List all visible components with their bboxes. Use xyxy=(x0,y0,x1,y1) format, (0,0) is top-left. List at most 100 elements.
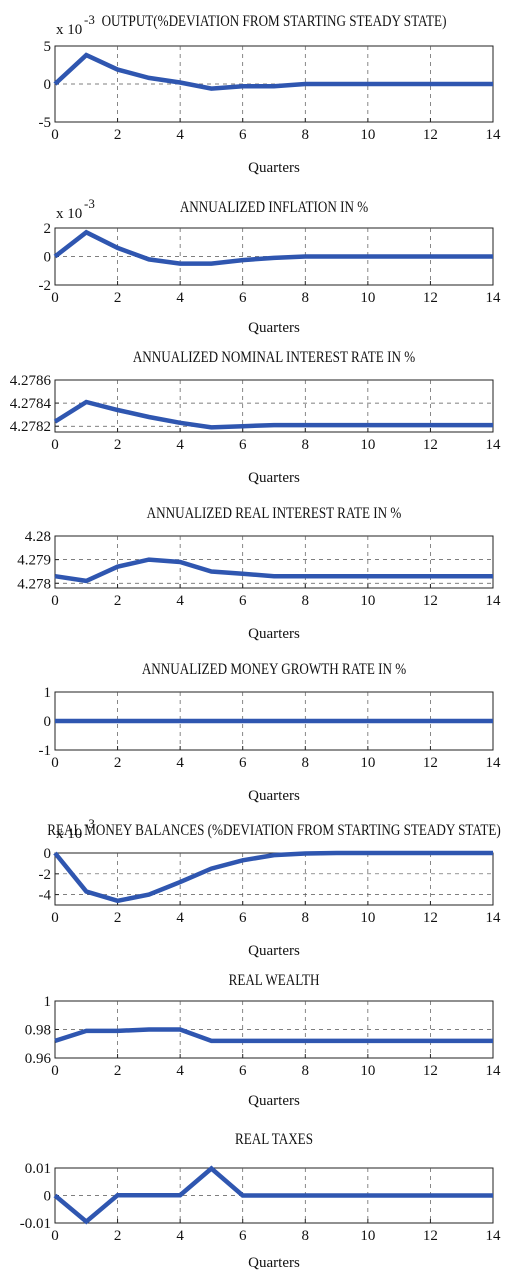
x-tick-label: 10 xyxy=(360,593,375,609)
x-tick-label: 14 xyxy=(486,290,502,306)
x-tick-label: 6 xyxy=(239,910,247,926)
subplot-7: REAL WEALTH 0 2 4 6 8 10 12 14 1 0.98 0.96 Quarters xyxy=(25,972,501,1109)
x-tick-label: 12 xyxy=(423,1228,438,1244)
chart-title: ANNUALIZED INFLATION IN % xyxy=(180,199,368,216)
y-tick-label: 4.2782 xyxy=(10,419,51,435)
chart-title: REAL WEALTH xyxy=(229,972,320,989)
x-tick-label: 2 xyxy=(114,1063,122,1079)
y-tick-label: 5 xyxy=(44,39,52,55)
x-axis-label: Quarters xyxy=(248,1255,300,1271)
plot-frame xyxy=(54,379,494,433)
x-tick-label: 0 xyxy=(51,290,59,306)
y-multiplier: x 10 xyxy=(56,826,82,842)
x-tick-label: 14 xyxy=(486,755,502,771)
x-tick-label: 14 xyxy=(486,1063,502,1079)
x-tick-label: 6 xyxy=(239,755,247,771)
x-tick-label: 12 xyxy=(423,910,438,926)
y-tick-label: 0 xyxy=(44,250,52,266)
x-tick-label: 12 xyxy=(423,437,438,453)
series-line xyxy=(53,229,493,266)
series-line xyxy=(54,1027,493,1044)
x-tick-label: 8 xyxy=(302,755,310,771)
x-tick-label: 8 xyxy=(302,127,310,143)
x-tick-label: 10 xyxy=(360,755,375,771)
subplot-6: REAL MONEY BALANCES (%DEVIATION FROM STA… xyxy=(39,816,502,959)
x-tick-label: 14 xyxy=(486,127,502,143)
y-multiplier-exponent: -3 xyxy=(84,196,95,211)
x-tick-label: 12 xyxy=(423,755,438,771)
x-tick-label: 10 xyxy=(360,437,375,453)
x-axis-label: Quarters xyxy=(248,626,300,642)
x-tick-label: 14 xyxy=(486,1228,502,1244)
y-multiplier: x 10 xyxy=(56,22,82,38)
x-tick-label: 12 xyxy=(423,1063,438,1079)
x-tick-label: 12 xyxy=(423,127,438,143)
chart-title: ANNUALIZED REAL INTEREST RATE IN % xyxy=(147,505,402,522)
y-tick-label: -2 xyxy=(39,867,52,883)
chart-title: ANNUALIZED MONEY GROWTH RATE IN % xyxy=(142,661,406,678)
y-tick-label: 0 xyxy=(44,846,52,862)
subplot-3: ANNUALIZED NOMINAL INTEREST RATE IN % 0 2 4… xyxy=(10,349,501,486)
x-tick-label: 4 xyxy=(176,437,184,453)
x-axis-label: Quarters xyxy=(248,160,300,176)
subplot-5: ANNUALIZED MONEY GROWTH RATE IN % 0 2 4 6 8 10… xyxy=(39,661,502,804)
x-tick-label: 4 xyxy=(176,910,184,926)
y-tick-label: -2 xyxy=(39,278,52,294)
x-tick-label: 14 xyxy=(486,593,502,609)
x-tick-label: 2 xyxy=(114,290,122,306)
x-tick-label: 0 xyxy=(51,910,59,926)
x-tick-label: 4 xyxy=(176,1063,184,1079)
x-tick-label: 2 xyxy=(114,593,122,609)
subplot-2: ANNUALIZED INFLATION IN %0 2 4 6 8 10 12 1420-2… xyxy=(39,196,502,336)
y-tick-label: -4 xyxy=(39,888,52,904)
x-tick-label: 14 xyxy=(486,910,502,926)
y-tick-label: 0.98 xyxy=(25,1023,51,1039)
plot-frame xyxy=(54,852,494,906)
chart-title: ANNUALIZED NOMINAL INTEREST RATE IN % xyxy=(133,349,415,366)
x-tick-label: 4 xyxy=(176,593,184,609)
series-line xyxy=(53,850,493,904)
x-tick-label: 8 xyxy=(302,910,310,926)
x-tick-label: 2 xyxy=(114,755,122,771)
y-tick-label: 4.278 xyxy=(17,576,51,592)
x-tick-label: 0 xyxy=(51,1063,59,1079)
x-tick-label: 12 xyxy=(423,593,438,609)
x-tick-label: 0 xyxy=(51,127,59,143)
x-tick-label: 12 xyxy=(423,290,438,306)
x-tick-label: 0 xyxy=(51,1228,59,1244)
y-tick-label: 0 xyxy=(44,714,52,730)
y-tick-label: -0.01 xyxy=(20,1216,51,1232)
x-axis-label: Quarters xyxy=(248,943,300,959)
y-tick-label: 4.2786 xyxy=(10,373,52,389)
x-tick-label: 0 xyxy=(51,593,59,609)
x-tick-label: 10 xyxy=(360,290,375,306)
y-multiplier: x 10 xyxy=(56,206,82,222)
chart-title: REAL TAXES xyxy=(235,1131,313,1148)
y-multiplier-exponent: -3 xyxy=(84,12,95,27)
x-axis-label: Quarters xyxy=(248,788,300,804)
y-tick-label: 4.28 xyxy=(25,529,51,545)
x-tick-label: 4 xyxy=(176,755,184,771)
x-tick-label: 8 xyxy=(302,290,310,306)
x-tick-label: 4 xyxy=(176,127,184,143)
x-tick-label: 10 xyxy=(360,1228,375,1244)
x-tick-label: 6 xyxy=(239,290,247,306)
y-tick-label: 2 xyxy=(44,221,52,237)
series-line xyxy=(53,399,493,430)
x-tick-label: 10 xyxy=(360,910,375,926)
chart-title: REAL MONEY BALANCES (%DEVIATION FROM STA… xyxy=(47,822,501,839)
subplot-1: OUTPUT(%DEVIATION FROM STARTING STEADY S… xyxy=(39,12,502,176)
x-tick-label: 14 xyxy=(486,437,502,453)
x-tick-label: 8 xyxy=(302,437,310,453)
y-tick-label: 0.96 xyxy=(25,1051,52,1067)
x-axis-label: Quarters xyxy=(248,320,300,336)
x-axis-label: Quarters xyxy=(248,470,300,486)
y-tick-label: 1 xyxy=(44,685,52,701)
x-tick-label: 10 xyxy=(360,1063,375,1079)
x-tick-label: 6 xyxy=(239,127,247,143)
x-tick-label: 2 xyxy=(114,1228,122,1244)
x-tick-label: 6 xyxy=(239,1063,247,1079)
